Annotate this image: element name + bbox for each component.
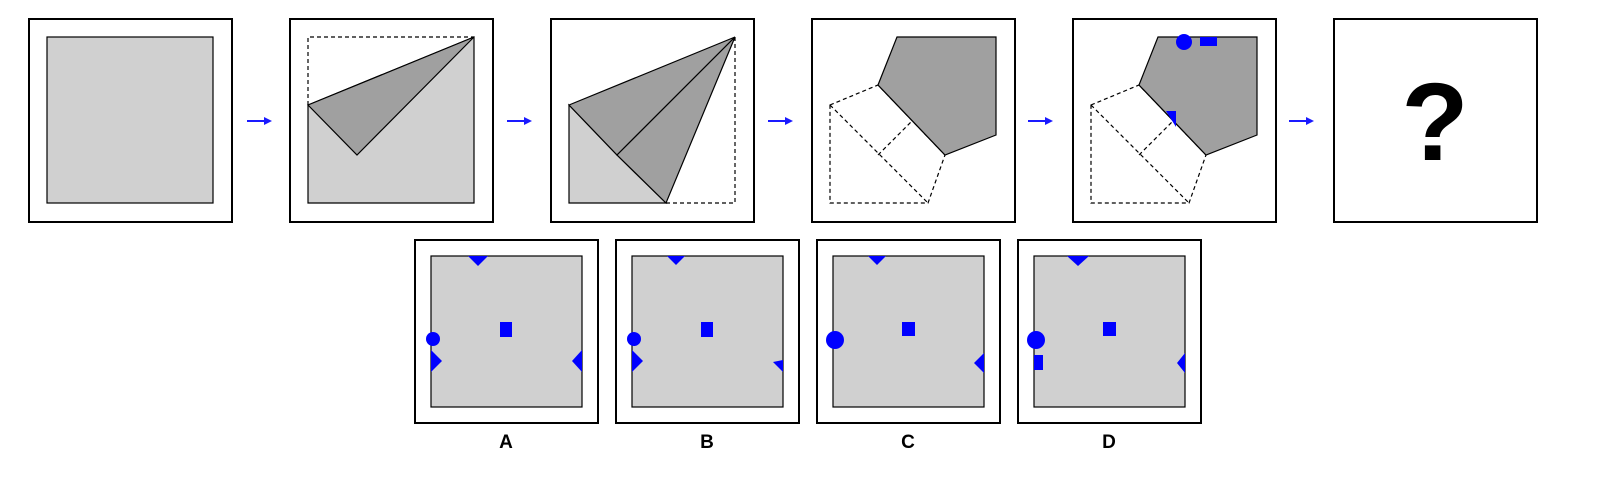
hole-triangle <box>1166 111 1176 127</box>
hole-right-triangle <box>974 353 984 373</box>
fold-outline-dashed <box>1090 84 1207 204</box>
paper-square <box>46 36 214 204</box>
folded-flap-lower <box>616 36 736 205</box>
hole-left-circle <box>627 332 641 346</box>
fold-outline-dashed <box>829 84 946 204</box>
hole-top-notch <box>667 256 685 265</box>
arrow-2 <box>507 117 532 125</box>
hole-left-triangle <box>632 350 643 372</box>
hole-left-circle <box>426 332 440 346</box>
hole-center-square <box>1103 322 1116 336</box>
hole-center-square <box>701 322 713 337</box>
folded-paper-pentagon <box>877 36 997 156</box>
hole-circle <box>1176 34 1192 50</box>
option-b[interactable] <box>615 239 800 424</box>
hole-left-triangle <box>431 350 442 372</box>
option-label-a[interactable]: A <box>499 432 513 453</box>
arrow-1 <box>247 117 272 125</box>
hole-left-circle <box>826 331 844 349</box>
hole-center-square <box>902 322 915 336</box>
step-panel-5 <box>1072 18 1277 223</box>
option-label-b[interactable]: B <box>700 432 714 453</box>
step-panel-6: ? <box>1333 18 1538 223</box>
option-d[interactable] <box>1017 239 1202 424</box>
hole-top-notch <box>868 256 886 265</box>
step-panel-3 <box>550 18 755 223</box>
question-mark: ? <box>1401 61 1468 184</box>
folded-paper-pentagon <box>1138 36 1258 156</box>
option-c[interactable] <box>816 239 1001 424</box>
fold-outline-dashed <box>666 37 736 204</box>
option-a[interactable] <box>414 239 599 424</box>
arrow-3 <box>768 117 793 125</box>
hole-top-notch <box>1067 256 1089 266</box>
option-label-d[interactable]: D <box>1102 432 1116 453</box>
step-panel-2 <box>289 18 494 223</box>
hole-top-notch <box>468 256 488 266</box>
option-label-c[interactable]: C <box>901 432 915 453</box>
hole-center-square <box>500 322 512 337</box>
fold-outline-dashed <box>307 36 474 105</box>
hole-square <box>1200 37 1217 46</box>
folded-flap <box>306 36 475 156</box>
arrow-5 <box>1289 117 1314 125</box>
hole-left-rectangle <box>1034 355 1043 370</box>
step-panel-4 <box>811 18 1016 223</box>
arrow-4 <box>1028 117 1053 125</box>
hole-right-small-triangle <box>773 360 783 372</box>
hole-left-circle <box>1027 331 1045 349</box>
hole-right-triangle <box>1177 353 1185 373</box>
hole-right-triangle <box>572 350 582 372</box>
step-panel-1 <box>28 18 233 223</box>
